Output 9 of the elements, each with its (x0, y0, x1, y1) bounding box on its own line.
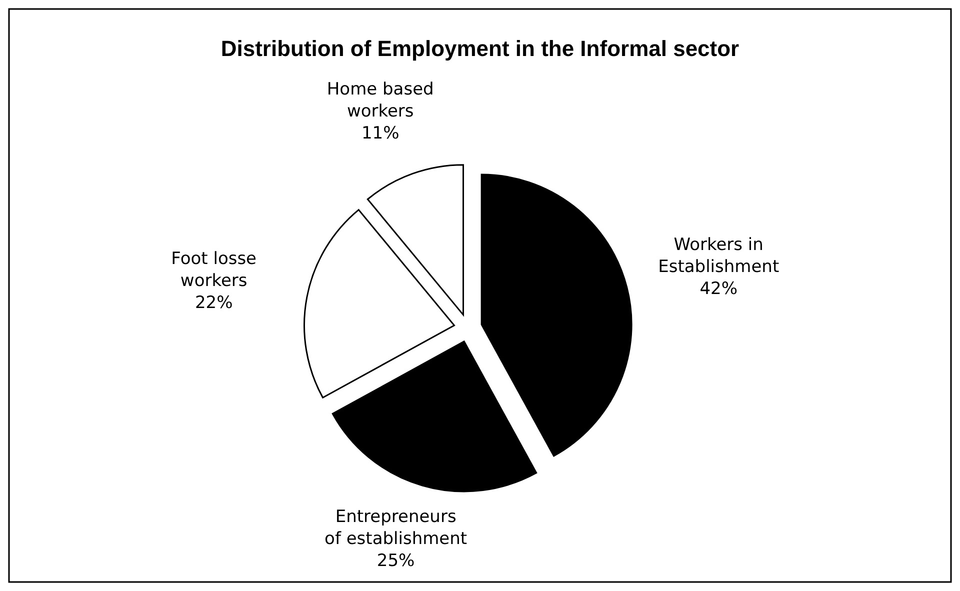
chart-title: Distribution of Employment in the Informal sector (220, 36, 740, 61)
data-label: 42% (700, 279, 738, 300)
slice-label: Home based workers (326, 79, 434, 122)
data-label: 22% (194, 292, 233, 313)
data-label: 11% (361, 123, 400, 144)
data-label: 25% (376, 551, 415, 572)
slice-label: Foot losse workers (171, 248, 257, 291)
slice-label: Entrepreneurs of establishment (324, 507, 468, 550)
slice-label: Workers in Establishment (658, 235, 780, 278)
